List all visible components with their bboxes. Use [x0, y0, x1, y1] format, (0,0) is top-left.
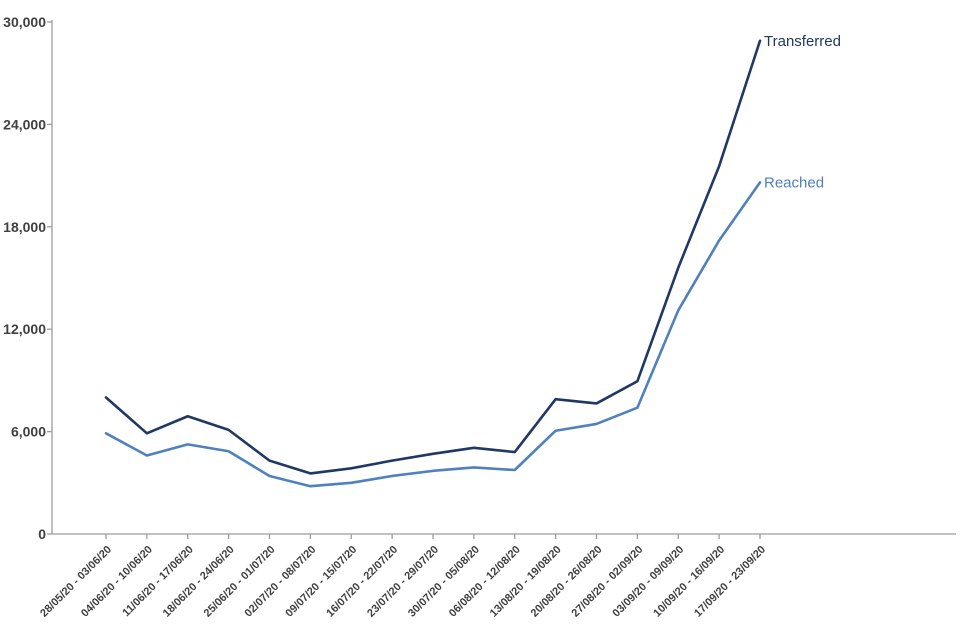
x-axis-tick-label: 27/08/20 - 02/09/20: [570, 544, 646, 620]
y-axis-tick-label: 0: [38, 526, 46, 542]
x-axis-tick-label: 23/07/20 - 29/07/20: [365, 544, 441, 620]
x-axis-tick-label: 30/07/20 - 05/08/20: [406, 544, 482, 620]
y-axis-tick-label: 6,000: [11, 424, 46, 440]
x-axis-tick-label: 06/08/20 - 12/08/20: [447, 544, 523, 620]
x-axis-tick-label: 03/09/20 - 09/09/20: [610, 544, 686, 620]
x-axis-tick-label: 02/07/20 - 08/07/20: [243, 544, 319, 620]
y-axis-tick-label: 24,000: [3, 116, 46, 132]
x-axis-tick-label: 13/08/20 - 19/08/20: [488, 544, 564, 620]
series-line-transferred: [104, 39, 762, 475]
series-label-transferred: Transferred: [764, 33, 841, 50]
x-axis-tick-label: 28/05/20 - 03/06/20: [38, 544, 114, 620]
x-axis-tick-label: 16/07/20 - 22/07/20: [324, 544, 400, 620]
x-axis-tick-label: 17/09/20 - 23/09/20: [692, 544, 768, 620]
x-axis-tick-label: 20/08/20 - 26/08/20: [529, 544, 605, 620]
x-axis-tick-label: 25/06/20 - 01/07/20: [202, 544, 278, 620]
x-axis-tick-label: 18/06/20 - 24/06/20: [161, 544, 237, 620]
y-axis-tick-label: 18,000: [3, 219, 46, 235]
x-axis-tick-label: 09/07/20 - 15/07/20: [283, 544, 359, 620]
x-axis-tick-label: 11/06/20 - 17/06/20: [120, 544, 196, 620]
x-axis-tick-label: 04/06/20 - 10/06/20: [79, 544, 155, 620]
y-axis-tick-label: 30,000: [3, 14, 46, 30]
series-label-reached: Reached: [764, 174, 824, 191]
series-line-reached: [104, 181, 762, 488]
x-axis-tick-label: 10/09/20 - 16/09/20: [651, 544, 727, 620]
y-axis-tick-label: 12,000: [3, 321, 46, 337]
